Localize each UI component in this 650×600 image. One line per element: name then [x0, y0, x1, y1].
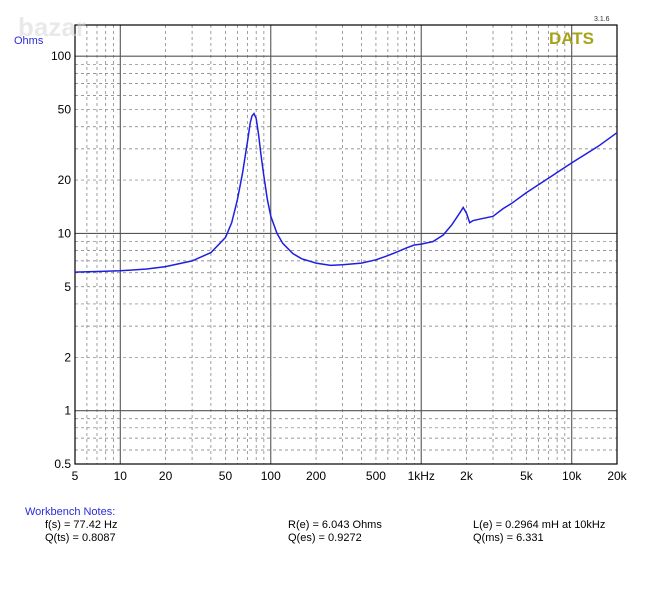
x-tick-label: 500 [366, 469, 386, 483]
x-tick-label: 5k [520, 469, 534, 483]
notes-title: Workbench Notes: [25, 506, 116, 518]
x-tick-label: 20k [607, 469, 627, 483]
note-le: L(e) = 0.2964 mH at 10kHz [473, 519, 606, 531]
x-tick-label: 200 [306, 469, 326, 483]
y-tick-label: 0.5 [54, 457, 71, 471]
plot-frame [74, 24, 618, 465]
impedance-curve [74, 112, 618, 273]
x-tick-label: 1kHz [408, 469, 435, 483]
x-tick-label: 50 [219, 469, 233, 483]
y-tick-label: 50 [58, 103, 72, 117]
y-axis-label: Ohms [14, 35, 44, 47]
y-tick-labels: 0.5 1 2 5 10 20 50 100 [51, 49, 71, 471]
y-tick-label: 100 [51, 49, 71, 63]
note-qes: Q(es) = 0.9272 [288, 532, 362, 544]
workbench-notes: Workbench Notes: f(s) = 77.42 Hz Q(ts) =… [25, 506, 625, 556]
note-qts: Q(ts) = 0.8087 [45, 532, 116, 544]
impedance-chart: 5 10 20 50 100 200 500 1kHz 2k 5k 10k 20k 0.5 1 2 5 10 2… [14, 12, 628, 483]
x-tick-label: 10k [562, 469, 582, 483]
y-tick-label: 2 [64, 350, 71, 364]
x-tick-labels: 5 10 20 50 100 200 500 1kHz 2k 5k 10k 20k [72, 469, 628, 483]
watermark-top: bazar [18, 12, 86, 42]
version-label: 3.1.6 [594, 16, 610, 23]
x-tick-label: 2k [460, 469, 474, 483]
grid-lines [75, 25, 617, 464]
note-qms: Q(ms) = 6.331 [473, 532, 544, 544]
x-tick-label: 10 [114, 469, 128, 483]
note-re: R(e) = 6.043 Ohms [288, 519, 382, 531]
y-tick-label: 1 [64, 404, 71, 418]
note-fs: f(s) = 77.42 Hz [45, 519, 118, 531]
y-tick-label: 10 [58, 226, 72, 240]
x-tick-label: 5 [72, 469, 79, 483]
x-tick-label: 100 [261, 469, 281, 483]
y-tick-label: 20 [58, 173, 72, 187]
dats-logo: DATS [549, 29, 594, 48]
x-tick-label: 20 [159, 469, 173, 483]
y-tick-label: 5 [64, 280, 71, 294]
